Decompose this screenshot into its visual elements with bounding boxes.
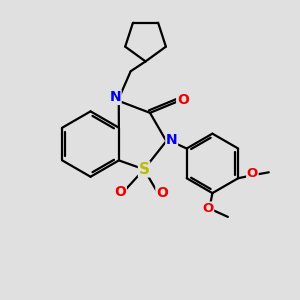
Text: N: N xyxy=(110,90,121,104)
Text: O: O xyxy=(177,93,189,107)
Text: N: N xyxy=(166,133,178,147)
Text: O: O xyxy=(202,202,214,215)
Text: S: S xyxy=(139,162,150,177)
Text: O: O xyxy=(247,167,258,180)
Text: O: O xyxy=(114,185,126,199)
Text: O: O xyxy=(156,186,168,200)
